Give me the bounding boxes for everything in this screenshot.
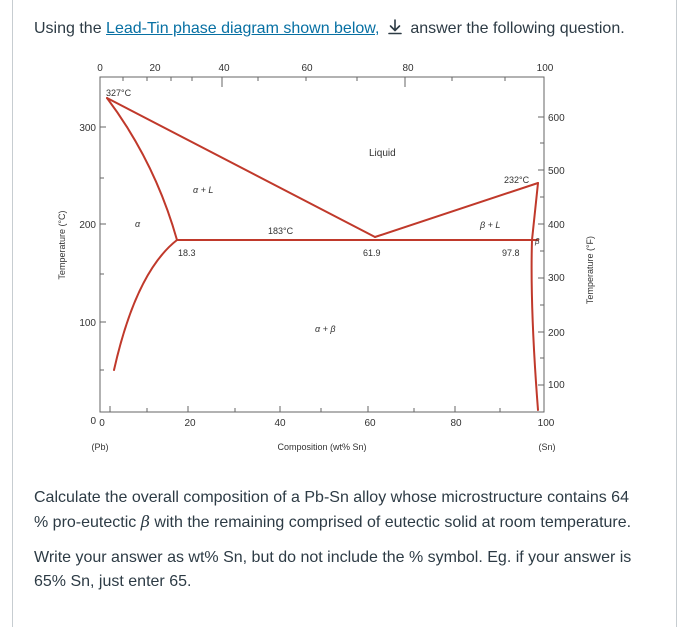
region-beta: β [534,237,540,246]
alpha-solvus [113,239,178,371]
region-alpha-beta: α + β [315,324,336,334]
phase-diagram-link[interactable]: Lead-Tin phase diagram shown below, [106,20,380,37]
right-tick-400: 400 [548,220,565,231]
x-axis-label: Composition (wt% Sn) [277,442,366,452]
top-tick-40: 40 [218,63,230,74]
plot-frame [99,76,545,413]
para1-text-before: Calculate the overall composition of a P… [34,489,629,531]
top-tick-60: 60 [301,63,313,74]
bottom-tick-80: 80 [450,418,462,429]
alpha-solidus [106,97,178,241]
bottom-tick-100: 100 [538,418,555,429]
pb-melting-label: 327°C [106,88,132,98]
bottom-tick-40: 40 [274,418,286,429]
para1-text-after: with the remaining comprised of eutectic… [149,514,632,531]
region-alpha-liquid: α + L [193,185,213,195]
bottom-tick-60: 60 [364,418,376,429]
lead-tin-phase-diagram: 0 20 40 60 80 100 300 200 100 0 Temperat… [57,63,595,452]
alpha-liquid-liquidus [106,97,376,238]
region-alpha: α [135,219,141,229]
x-right-endpoint: (Sn) [538,442,555,452]
left-tick-0: 0 [90,416,96,427]
right-tick-300: 300 [548,273,565,284]
top-tick-100: 100 [537,63,554,74]
beta-solidus [531,182,539,241]
right-tick-100: 100 [548,380,565,391]
region-liquid: Liquid [369,148,396,159]
left-axis-label: Temperature (°C) [57,210,67,279]
left-tick-200: 200 [79,220,96,231]
bottom-axis-ticks [109,406,501,412]
right-axis-ticks [538,116,544,386]
right-tick-600: 600 [548,113,565,124]
top-axis-ticks [99,77,506,87]
beta-max-label: 97.8 [502,248,520,258]
download-icon[interactable] [386,19,404,35]
right-tick-500: 500 [548,166,565,177]
phase-boundaries [106,97,539,411]
right-tick-200: 200 [548,328,565,339]
beta-symbol: β [140,512,150,531]
question-frame [12,0,677,627]
question-paragraph-instructions: Write your answer as wt% Sn, but do not … [34,549,632,590]
x-left-endpoint: (Pb) [91,442,108,452]
beta-solvus [530,239,539,411]
left-tick-300: 300 [79,123,96,134]
intro-text-before: Using the [34,20,107,37]
region-beta-liquid: β + L [479,220,500,230]
eutectic-comp-label: 61.9 [363,248,381,258]
intro-text-after: answer the following question. [410,20,625,37]
eutectic-temp-label: 183°C [268,226,294,236]
left-axis-ticks [100,126,106,371]
top-tick-20: 20 [149,63,161,74]
bottom-tick-0: 0 [99,418,105,429]
right-axis-label: Temperature (°F) [585,236,595,304]
top-tick-0: 0 [97,63,103,74]
question-paragraph-composition: Calculate the overall composition of a P… [34,486,644,535]
alpha-max-label: 18.3 [178,248,196,258]
top-tick-80: 80 [402,63,414,74]
beta-liquid-liquidus [374,182,539,238]
question-intro: Using the Lead-Tin phase diagram shown b… [34,18,625,40]
left-tick-100: 100 [79,318,96,329]
sn-melting-label: 232°C [504,175,530,185]
bottom-tick-20: 20 [184,418,196,429]
